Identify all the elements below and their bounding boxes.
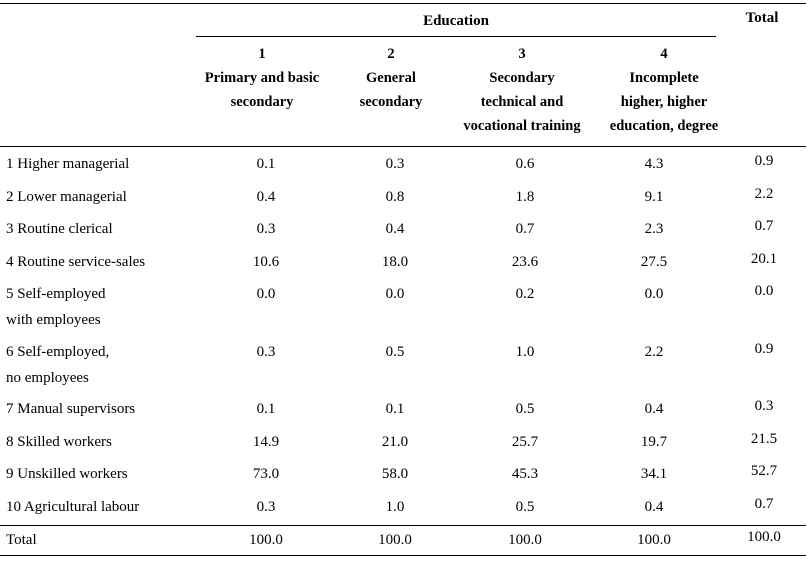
table-cell: 0.3 (256, 344, 276, 360)
total-cell: 100.0 (747, 529, 781, 545)
row-label: 4 Routine service-sales (6, 254, 146, 270)
table-cell: 0.3 (385, 156, 405, 172)
table-cell: 0.1 (385, 401, 405, 417)
table-cell: 0.5 (385, 344, 405, 360)
table-cell: 2.3 (644, 221, 664, 237)
education-group-rule (196, 36, 716, 37)
row-label: 1 Higher managerial (6, 156, 130, 172)
table-cell: 1.8 (515, 189, 535, 205)
table-cell: 100.0 (249, 532, 283, 548)
total-cell: 0.9 (754, 153, 774, 169)
total-column-header: Total (745, 10, 779, 26)
table-cell: 0.5 (515, 401, 535, 417)
column-header-line: vocational training (463, 118, 581, 134)
column-header-2: 2 General secondary (343, 42, 439, 114)
total-cell: 2.2 (754, 186, 774, 202)
table-cell: 0.8 (385, 189, 405, 205)
row-label: 9 Unskilled workers (6, 466, 128, 482)
table-cell: 0.0 (644, 286, 664, 302)
column-header-number: 3 (518, 46, 526, 62)
table-cell: 14.9 (252, 434, 280, 450)
table-cell: 4.3 (644, 156, 664, 172)
table-cell: 27.5 (640, 254, 668, 270)
table-cell: 1.0 (385, 499, 405, 515)
table-cell: 0.6 (515, 156, 535, 172)
total-cell: 21.5 (750, 431, 778, 447)
column-header-line: Incomplete (629, 70, 699, 86)
table-cell: 0.4 (256, 189, 276, 205)
row-label-continued: with employees (6, 312, 101, 328)
header-bottom-rule (0, 146, 806, 147)
total-rule (0, 525, 806, 526)
row-label: 2 Lower managerial (6, 189, 127, 205)
column-header-line: Primary and basic (204, 70, 320, 86)
column-header-line: Secondary (489, 70, 555, 86)
table-cell: 0.4 (644, 499, 664, 515)
table-cell: 10.6 (252, 254, 280, 270)
table-cell: 9.1 (644, 189, 664, 205)
table-cell: 18.0 (381, 254, 409, 270)
table-cell: 19.7 (640, 434, 668, 450)
total-cell: 0.0 (754, 283, 774, 299)
column-header-number: 4 (660, 46, 668, 62)
table-cell: 0.0 (256, 286, 276, 302)
column-header-line: secondary (230, 94, 294, 110)
total-cell: 0.7 (754, 218, 774, 234)
table-cell: 25.7 (511, 434, 539, 450)
table-cell: 73.0 (252, 466, 280, 482)
column-header-1: 1 Primary and basic secondary (198, 42, 326, 114)
table-cell: 0.3 (256, 499, 276, 515)
total-cell: 0.9 (754, 341, 774, 357)
column-header-number: 1 (258, 46, 266, 62)
table-cell: 58.0 (381, 466, 409, 482)
table-cell: 45.3 (511, 466, 539, 482)
row-label-continued: no employees (6, 370, 89, 386)
table-cell: 23.6 (511, 254, 539, 270)
column-header-4: 4 Incomplete higher, higher education, d… (598, 42, 730, 138)
total-cell: 52.7 (750, 463, 778, 479)
row-label: 8 Skilled workers (6, 434, 112, 450)
table-cell: 1.0 (515, 344, 535, 360)
column-header-line: General (366, 70, 416, 86)
row-label: 10 Agricultural labour (6, 499, 140, 515)
row-label: 6 Self-employed, (6, 344, 110, 360)
column-header-number: 2 (387, 46, 395, 62)
table-cell: 2.2 (644, 344, 664, 360)
table-cell: 0.3 (256, 221, 276, 237)
column-header-line: education, degree (609, 118, 719, 134)
total-cell: 0.3 (754, 398, 774, 414)
table-cell: 0.4 (644, 401, 664, 417)
total-cell: 0.7 (754, 496, 774, 512)
table-cell: 100.0 (508, 532, 542, 548)
column-header-3: 3 Secondary technical and vocational tra… (456, 42, 588, 138)
table-cell: 0.0 (385, 286, 405, 302)
table-cell: 0.1 (256, 401, 276, 417)
column-header-line: secondary (359, 94, 423, 110)
table-cell: 100.0 (637, 532, 671, 548)
total-cell: 20.1 (750, 251, 778, 267)
row-label: 3 Routine clerical (6, 221, 113, 237)
table-cell: 0.1 (256, 156, 276, 172)
table-cell: 34.1 (640, 466, 668, 482)
table-cell: 0.2 (515, 286, 535, 302)
row-label: 7 Manual supervisors (6, 401, 136, 417)
table-cell: 0.7 (515, 221, 535, 237)
column-header-line: higher, higher (620, 94, 708, 110)
table-cell: 0.4 (385, 221, 405, 237)
bottom-rule (0, 555, 806, 556)
table-cell: 0.5 (515, 499, 535, 515)
column-header-line: technical and (480, 94, 564, 110)
top-rule (0, 3, 806, 4)
row-label: 5 Self-employed (6, 286, 106, 302)
table-cell: 21.0 (381, 434, 409, 450)
table-cell: 100.0 (378, 532, 412, 548)
education-group-header: Education (423, 13, 489, 29)
row-label: Total (6, 532, 37, 548)
